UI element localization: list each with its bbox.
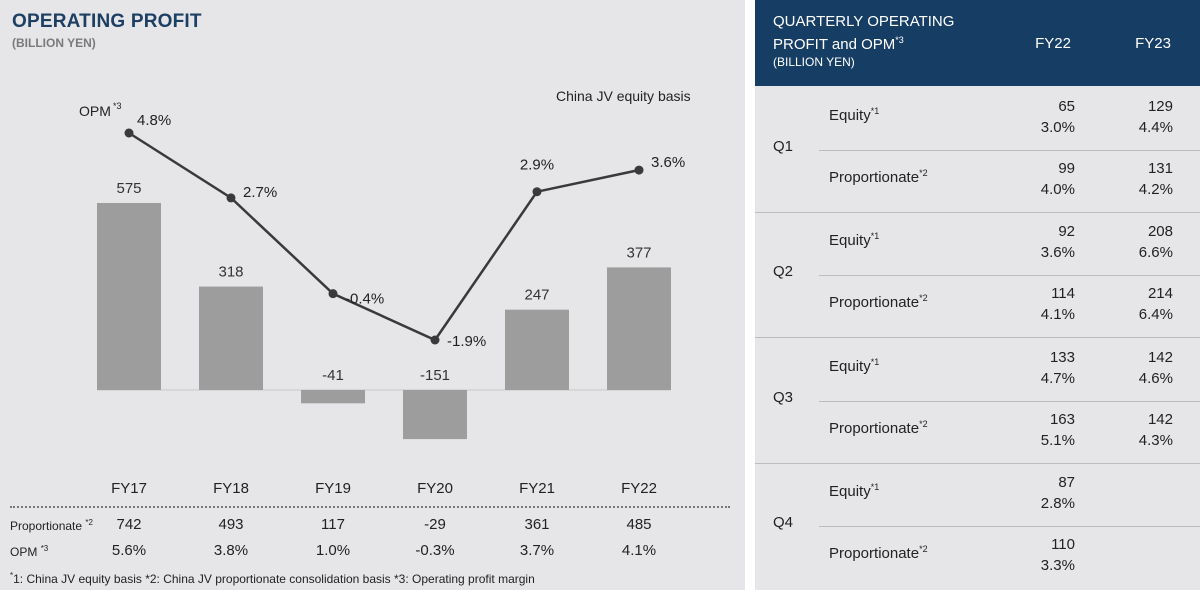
chart-title: OPERATING PROFIT xyxy=(12,11,202,32)
quarter-divider-q1 xyxy=(755,212,1200,213)
equity-fy22-q4: 87 2.8% xyxy=(1040,474,1075,512)
column-header-fy22: FY22 xyxy=(1035,35,1071,52)
subrow-divider-q4 xyxy=(819,526,1200,527)
basis-note: China JV equity basis xyxy=(556,88,691,104)
proportionate-label-q3: Proportionate*2 xyxy=(829,419,928,437)
quarter-label-q4: Q4 xyxy=(773,514,794,531)
proportionate-value-fy21: 361 xyxy=(524,516,550,533)
category-label-fy19: FY19 xyxy=(315,480,351,497)
proportionate-value-fy18: 493 xyxy=(218,516,244,533)
table-title: QUARTERLY OPERATING PROFIT and OPM*3 xyxy=(773,13,955,53)
opm-point-fy22 xyxy=(634,165,644,175)
category-label-fy18: FY18 xyxy=(213,480,249,497)
proportionate-fy22-q4: 110 3.3% xyxy=(1040,536,1075,574)
proportionate-fy22-q3: 163 5.1% xyxy=(1040,411,1075,449)
opm-label-fy17: 4.8% xyxy=(137,112,171,129)
proportionate-fy22-q1: 99 4.0% xyxy=(1040,160,1075,198)
chart-subtitle: (BILLION YEN) xyxy=(12,36,96,50)
proportionate-label-q4: Proportionate*2 xyxy=(829,544,928,562)
opm-series-label-sup: *3 xyxy=(113,101,122,111)
operating-profit-chart: 575 318 -41 -151 247 377 4.8% 2.7% -0.4% -1.9% 2.9… xyxy=(79,101,685,440)
proportionate-label-q2: Proportionate*2 xyxy=(829,293,928,311)
equity-label-q1: Equity*1 xyxy=(829,106,880,124)
opm-line xyxy=(128,131,640,342)
proportionate-value-fy22: 485 xyxy=(626,516,652,533)
subrow-divider-q3 xyxy=(819,401,1200,402)
table-unit: (BILLION YEN) xyxy=(773,55,855,69)
operating-profit-panel: OPERATING PROFIT (BILLION YEN) China JV … xyxy=(0,0,745,590)
subrow-divider-q1 xyxy=(819,150,1200,151)
opm-label-fy21: 2.9% xyxy=(520,157,554,174)
bar-fy18 xyxy=(199,286,263,390)
column-header-fy23: FY23 xyxy=(1135,35,1171,52)
subrow-divider-q2 xyxy=(819,275,1200,276)
opm-value-fy17: 5.6% xyxy=(111,542,147,559)
opm-label-fy18: 2.7% xyxy=(243,184,277,201)
opm-point-fy21 xyxy=(532,187,542,197)
category-label-fy20: FY20 xyxy=(417,480,453,497)
category-label-fy22: FY22 xyxy=(621,480,657,497)
opm-value-fy20: -0.3% xyxy=(415,542,455,559)
proportionate-fy23-q1: 131 4.2% xyxy=(1138,160,1173,198)
opm-value-fy21: 3.7% xyxy=(519,542,555,559)
bar-label-fy19: -41 xyxy=(322,367,344,384)
proportionate-value-fy19: 117 xyxy=(321,516,345,533)
equity-label-q4: Equity*1 xyxy=(829,482,880,500)
equity-fy23-q2: 208 6.6% xyxy=(1138,223,1173,261)
quarter-label-q1: Q1 xyxy=(773,138,794,155)
bar-label-fy21: 247 xyxy=(524,287,549,304)
equity-label-q2: Equity*1 xyxy=(829,231,880,249)
bar-fy21 xyxy=(505,309,569,390)
opm-label-fy22: 3.6% xyxy=(651,154,685,171)
bar-label-fy18: 318 xyxy=(218,264,243,281)
opm-row-label: OPM *3 xyxy=(10,544,49,559)
proportionate-row-label: Proportionate *2 xyxy=(10,518,93,533)
equity-fy22-q2: 92 3.6% xyxy=(1040,223,1075,261)
bar-label-fy20: -151 xyxy=(420,367,450,384)
equity-fy23-q3: 142 4.6% xyxy=(1138,349,1173,387)
equity-label-q3: Equity*1 xyxy=(829,357,880,375)
bar-fy17 xyxy=(97,203,161,390)
quarter-label-q3: Q3 xyxy=(773,389,794,406)
category-label-fy21: FY21 xyxy=(519,480,555,497)
proportionate-value-fy17: 742 xyxy=(116,516,142,533)
proportionate-label-q1: Proportionate*2 xyxy=(829,168,928,186)
equity-fy22-q1: 65 3.0% xyxy=(1040,98,1075,136)
bar-fy20 xyxy=(403,390,467,440)
quarter-divider-q3 xyxy=(755,463,1200,464)
quarter-divider-q2 xyxy=(755,337,1200,338)
proportionate-fy23-q2: 214 6.4% xyxy=(1138,285,1173,323)
table-header: QUARTERLY OPERATING PROFIT and OPM*3 (BI… xyxy=(755,0,1200,86)
opm-label-fy20: -1.9% xyxy=(447,333,486,350)
proportionate-value-fy20: -29 xyxy=(424,516,446,533)
bar-fy22 xyxy=(607,267,671,390)
quarterly-table-panel: QUARTERLY OPERATING PROFIT and OPM*3 (BI… xyxy=(755,0,1200,590)
bar-label-fy17: 575 xyxy=(116,180,141,197)
bar-label-fy22: 377 xyxy=(626,244,651,261)
category-axis: FY17 FY18 FY19 FY20 FY21 FY22 xyxy=(0,480,745,502)
opm-value-fy19: 1.0% xyxy=(315,542,351,559)
opm-value-fy22: 4.1% xyxy=(621,542,657,559)
opm-value-fy18: 3.8% xyxy=(213,542,249,559)
opm-point-fy20 xyxy=(430,335,440,345)
category-label-fy17: FY17 xyxy=(111,480,147,497)
equity-fy22-q3: 133 4.7% xyxy=(1040,349,1075,387)
opm-series-label: OPM xyxy=(79,103,111,119)
dotted-divider xyxy=(10,506,730,508)
bar-fy19 xyxy=(301,390,365,404)
equity-fy23-q1: 129 4.4% xyxy=(1138,98,1173,136)
proportionate-fy23-q3: 142 4.3% xyxy=(1138,411,1173,449)
opm-point-fy17 xyxy=(124,128,134,138)
quarter-label-q2: Q2 xyxy=(773,263,794,280)
opm-label-fy19: -0.4% xyxy=(345,291,384,308)
opm-point-fy19 xyxy=(328,289,338,299)
opm-point-fy18 xyxy=(226,193,236,203)
proportionate-fy22-q2: 114 4.1% xyxy=(1040,285,1075,323)
footnote: *1: China JV equity basis *2: China JV p… xyxy=(10,571,535,586)
